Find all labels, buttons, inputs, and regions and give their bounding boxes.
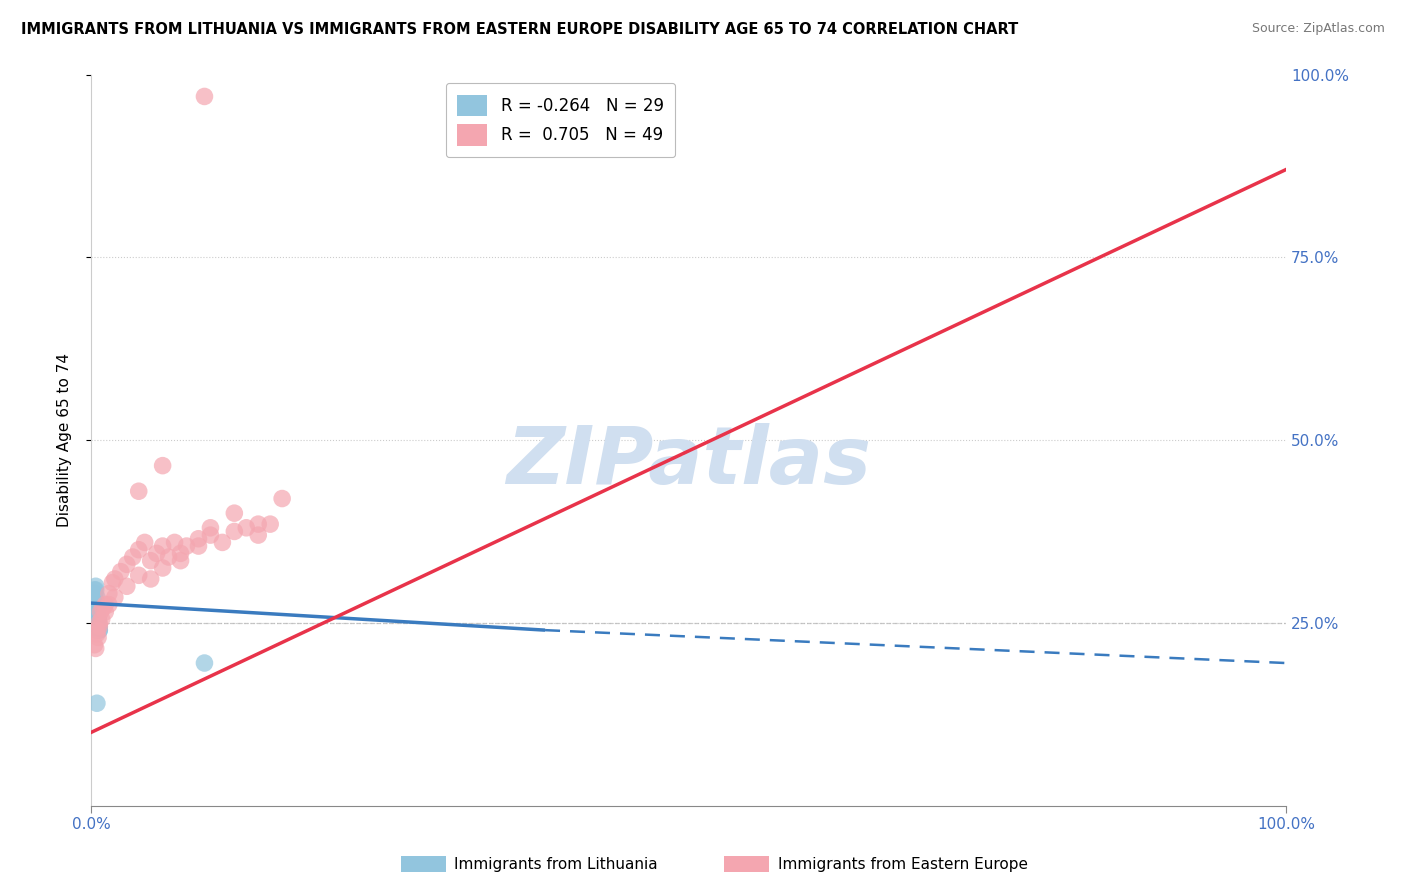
Point [89, 605, 111, 619]
Point [163, 535, 186, 549]
Y-axis label: Disability Age 65 to 74: Disability Age 65 to 74 [58, 353, 72, 527]
Point [86, 623, 108, 637]
Point [104, 572, 127, 586]
Point [87, 615, 110, 630]
Point [83, 594, 105, 608]
Point [101, 575, 124, 590]
Point [84, 608, 107, 623]
Point [84, 601, 107, 615]
Point [97, 586, 120, 600]
Point [83, 608, 105, 623]
Point [83, 586, 105, 600]
Point [128, 484, 150, 499]
Point [152, 458, 174, 473]
Point [247, 517, 270, 532]
Point [84, 582, 107, 597]
Point [224, 506, 246, 520]
Text: Immigrants from Lithuania: Immigrants from Lithuania [454, 857, 658, 871]
Text: Source: ZipAtlas.com: Source: ZipAtlas.com [1251, 22, 1385, 36]
Legend: R = -0.264   N = 29, R =  0.705   N = 49: R = -0.264 N = 29, R = 0.705 N = 49 [446, 83, 675, 157]
Point [115, 579, 138, 593]
Point [84, 594, 107, 608]
Point [89, 619, 111, 633]
Point [86, 605, 108, 619]
Point [84, 641, 107, 656]
Point [91, 601, 114, 615]
Point [84, 598, 107, 612]
Point [97, 598, 120, 612]
Point [104, 591, 127, 605]
Point [83, 582, 105, 597]
Point [152, 561, 174, 575]
Point [193, 656, 215, 670]
Point [89, 619, 111, 633]
Point [86, 612, 108, 626]
Point [86, 627, 108, 641]
Text: IMMIGRANTS FROM LITHUANIA VS IMMIGRANTS FROM EASTERN EUROPE DISABILITY AGE 65 TO: IMMIGRANTS FROM LITHUANIA VS IMMIGRANTS … [21, 22, 1018, 37]
Point [83, 586, 105, 600]
Text: Immigrants from Eastern Europe: Immigrants from Eastern Europe [778, 857, 1028, 871]
Point [128, 568, 150, 582]
Point [86, 591, 108, 605]
Point [169, 546, 191, 560]
Point [187, 539, 209, 553]
Point [259, 517, 281, 532]
Point [84, 579, 107, 593]
Point [87, 601, 110, 615]
Point [83, 638, 105, 652]
Point [139, 554, 162, 568]
Point [271, 491, 294, 506]
Text: ZIPatlas: ZIPatlas [506, 423, 870, 501]
Point [224, 524, 246, 539]
Point [211, 535, 233, 549]
Point [145, 546, 167, 560]
Point [193, 89, 215, 103]
Point [87, 612, 110, 626]
Point [83, 591, 105, 605]
Point [235, 521, 257, 535]
Point [86, 696, 108, 710]
Point [157, 549, 180, 564]
Point [187, 532, 209, 546]
Point [121, 549, 143, 564]
Point [89, 623, 111, 637]
Point [247, 528, 270, 542]
Point [86, 608, 108, 623]
Point [152, 539, 174, 553]
Point [176, 539, 198, 553]
Point [86, 605, 108, 619]
Point [139, 572, 162, 586]
Point [83, 591, 105, 605]
Point [89, 615, 111, 630]
Point [115, 558, 138, 572]
Point [84, 598, 107, 612]
Point [169, 554, 191, 568]
Point [89, 623, 111, 637]
Point [87, 631, 110, 645]
Point [87, 612, 110, 626]
Point [94, 605, 117, 619]
Point [94, 598, 117, 612]
Point [86, 623, 108, 637]
Point [134, 535, 156, 549]
Point [200, 521, 222, 535]
Point [110, 565, 132, 579]
Point [128, 542, 150, 557]
Point [90, 612, 112, 626]
Point [200, 528, 222, 542]
